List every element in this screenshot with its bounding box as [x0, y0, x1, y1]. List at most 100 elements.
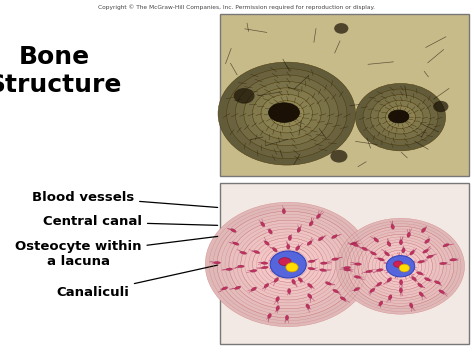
Ellipse shape: [269, 103, 300, 122]
Ellipse shape: [398, 256, 401, 261]
Ellipse shape: [280, 270, 284, 274]
Ellipse shape: [214, 261, 220, 264]
Ellipse shape: [378, 258, 384, 261]
Ellipse shape: [275, 258, 281, 261]
Ellipse shape: [276, 297, 279, 301]
Circle shape: [253, 238, 324, 291]
Ellipse shape: [374, 238, 379, 242]
Ellipse shape: [316, 214, 320, 219]
Ellipse shape: [297, 264, 303, 267]
Ellipse shape: [344, 268, 350, 271]
Ellipse shape: [366, 270, 373, 273]
Ellipse shape: [333, 289, 338, 293]
Ellipse shape: [332, 258, 338, 261]
Circle shape: [358, 234, 443, 298]
Circle shape: [276, 256, 300, 273]
Circle shape: [218, 62, 356, 165]
Circle shape: [330, 150, 347, 163]
Ellipse shape: [274, 278, 279, 282]
Ellipse shape: [408, 267, 414, 270]
Ellipse shape: [307, 241, 312, 245]
Ellipse shape: [264, 283, 269, 288]
Circle shape: [227, 69, 347, 159]
Ellipse shape: [294, 268, 300, 272]
Ellipse shape: [418, 283, 422, 287]
Circle shape: [363, 89, 438, 145]
Ellipse shape: [262, 266, 268, 269]
Ellipse shape: [370, 288, 375, 292]
Ellipse shape: [362, 247, 368, 251]
Ellipse shape: [279, 258, 291, 266]
Ellipse shape: [355, 263, 361, 265]
Circle shape: [235, 75, 338, 152]
Circle shape: [371, 95, 430, 140]
Ellipse shape: [344, 267, 351, 269]
Ellipse shape: [288, 235, 292, 240]
Text: Blood vessels: Blood vessels: [32, 191, 218, 207]
Ellipse shape: [419, 292, 423, 296]
Circle shape: [390, 258, 411, 274]
Ellipse shape: [393, 261, 403, 267]
Circle shape: [278, 107, 295, 120]
Circle shape: [347, 226, 454, 306]
Ellipse shape: [287, 253, 290, 258]
Ellipse shape: [450, 258, 456, 261]
Ellipse shape: [306, 304, 310, 309]
Ellipse shape: [377, 282, 382, 286]
Text: Copyright © The McGraw-Hill Companies, Inc. Permission required for reproduction: Copyright © The McGraw-Hill Companies, I…: [99, 4, 375, 10]
Ellipse shape: [251, 287, 256, 291]
Ellipse shape: [292, 255, 296, 259]
Ellipse shape: [287, 271, 290, 276]
Ellipse shape: [221, 287, 228, 290]
Text: Osteocyte within
a lacuna: Osteocyte within a lacuna: [15, 236, 218, 268]
Ellipse shape: [354, 288, 360, 291]
Ellipse shape: [261, 262, 268, 264]
Ellipse shape: [309, 221, 313, 226]
Ellipse shape: [297, 228, 301, 232]
Ellipse shape: [308, 267, 314, 270]
Circle shape: [286, 263, 298, 272]
Ellipse shape: [425, 239, 429, 244]
Ellipse shape: [421, 228, 426, 233]
Ellipse shape: [405, 270, 410, 274]
Ellipse shape: [411, 277, 417, 281]
Bar: [220, 14, 469, 176]
Ellipse shape: [288, 289, 291, 294]
Ellipse shape: [379, 301, 383, 306]
Ellipse shape: [391, 224, 394, 229]
Circle shape: [261, 94, 312, 133]
Ellipse shape: [308, 294, 312, 298]
Ellipse shape: [240, 251, 246, 254]
Ellipse shape: [389, 110, 409, 123]
Ellipse shape: [274, 267, 281, 270]
Circle shape: [433, 101, 448, 112]
Ellipse shape: [427, 255, 433, 258]
Ellipse shape: [325, 282, 331, 285]
Ellipse shape: [273, 261, 280, 263]
Ellipse shape: [226, 268, 233, 271]
Ellipse shape: [402, 271, 406, 276]
Ellipse shape: [388, 295, 392, 300]
Ellipse shape: [376, 269, 383, 271]
Ellipse shape: [387, 263, 393, 266]
Circle shape: [205, 202, 371, 327]
Ellipse shape: [410, 251, 414, 255]
Circle shape: [229, 220, 347, 309]
Ellipse shape: [384, 252, 390, 256]
Ellipse shape: [292, 279, 295, 284]
Circle shape: [356, 83, 446, 151]
Ellipse shape: [233, 242, 239, 245]
Ellipse shape: [371, 252, 376, 255]
Ellipse shape: [407, 261, 413, 264]
Ellipse shape: [268, 313, 271, 318]
Ellipse shape: [235, 286, 241, 289]
Ellipse shape: [388, 268, 394, 271]
Circle shape: [386, 256, 415, 277]
Circle shape: [241, 229, 336, 300]
Text: Central canal: Central canal: [43, 215, 218, 228]
Ellipse shape: [276, 306, 280, 311]
Ellipse shape: [250, 269, 257, 272]
Ellipse shape: [237, 265, 244, 268]
Text: Bone
Structure: Bone Structure: [0, 45, 122, 97]
Ellipse shape: [298, 278, 302, 282]
